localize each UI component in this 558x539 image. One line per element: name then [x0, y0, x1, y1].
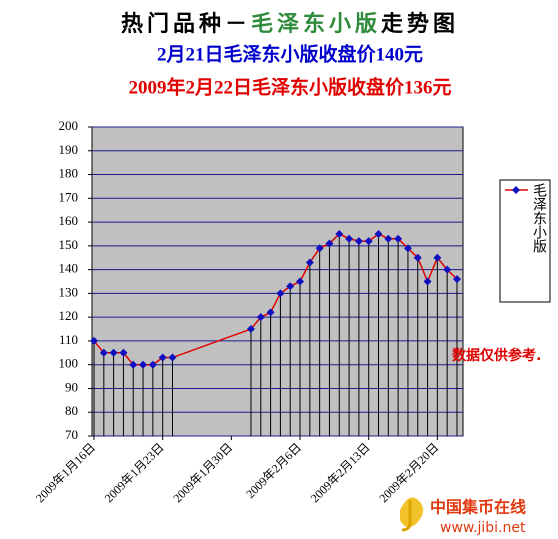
- title-part: 热门品种: [121, 11, 225, 37]
- x-tick-label: 2009年2月20日: [376, 440, 441, 505]
- watermark-name: 中国集币在线: [430, 498, 526, 517]
- point: [99, 348, 108, 357]
- logo-shape: [401, 500, 412, 532]
- point: [394, 234, 403, 243]
- note: 数据仅供参考.: [452, 348, 542, 364]
- point: [325, 239, 334, 248]
- point: [276, 289, 285, 298]
- y-tick-label: 150: [59, 237, 79, 252]
- x-tick-label: 2009年2月6日: [243, 440, 304, 501]
- point: [364, 237, 373, 246]
- point: [335, 229, 344, 238]
- y-tick-label: 100: [59, 356, 79, 371]
- legend-marker: [512, 186, 520, 194]
- y-tick-label: 120: [59, 308, 79, 323]
- point: [354, 237, 363, 246]
- y-tick-label: 160: [59, 213, 79, 228]
- point: [403, 244, 412, 253]
- x-tick-label: 2009年2月13日: [308, 440, 373, 505]
- y-tick-label: 140: [59, 261, 79, 276]
- point: [109, 348, 118, 357]
- title-part: 走势图: [381, 11, 459, 37]
- title-part: －: [225, 12, 251, 37]
- y-tick-label: 80: [65, 403, 78, 418]
- y-tick-label: 90: [65, 379, 78, 394]
- point: [129, 360, 138, 369]
- plot-area: [91, 126, 464, 437]
- point: [168, 353, 177, 362]
- y-tick-label: 200: [59, 118, 79, 133]
- point: [148, 360, 157, 369]
- point: [305, 258, 314, 267]
- point: [256, 313, 265, 322]
- subtitle: 2月21日毛泽东小版收盘价140元: [157, 42, 423, 65]
- point: [158, 353, 167, 362]
- subtitle: 2009年2月22日毛泽东小版收盘价136元: [128, 75, 451, 98]
- point: [246, 325, 255, 334]
- y-tick-label: 130: [59, 284, 79, 299]
- point: [433, 253, 442, 262]
- y-tick-label: 180: [59, 166, 79, 181]
- point: [90, 336, 98, 345]
- point: [345, 234, 354, 243]
- point: [266, 308, 275, 317]
- legend: [499, 179, 551, 303]
- point: [374, 229, 383, 238]
- point: [453, 275, 461, 284]
- logo-shape: [400, 497, 424, 528]
- title-part: 毛泽东小版: [251, 11, 381, 37]
- point: [119, 348, 128, 357]
- x-tick-label: 2009年1月16日: [33, 440, 98, 505]
- point: [384, 234, 393, 243]
- point: [413, 253, 422, 262]
- chart-title: 热门品种－毛泽东小版走势图: [121, 11, 459, 37]
- point: [315, 244, 324, 253]
- y-tick-label: 170: [59, 189, 79, 204]
- logo: [400, 497, 424, 532]
- point: [443, 265, 452, 274]
- legend-label: 毛泽东小版: [531, 183, 547, 254]
- point: [423, 277, 432, 286]
- point: [286, 282, 295, 291]
- y-tick-label: 190: [59, 142, 79, 157]
- x-tick-label: 2009年1月30日: [170, 440, 235, 505]
- y-tick-label: 110: [59, 332, 78, 347]
- point: [139, 360, 148, 369]
- watermark-url: www.jibi.net: [440, 520, 526, 536]
- y-tick-label: 70: [65, 427, 78, 442]
- x-tick-label: 2009年1月23日: [102, 440, 167, 505]
- point: [296, 277, 305, 286]
